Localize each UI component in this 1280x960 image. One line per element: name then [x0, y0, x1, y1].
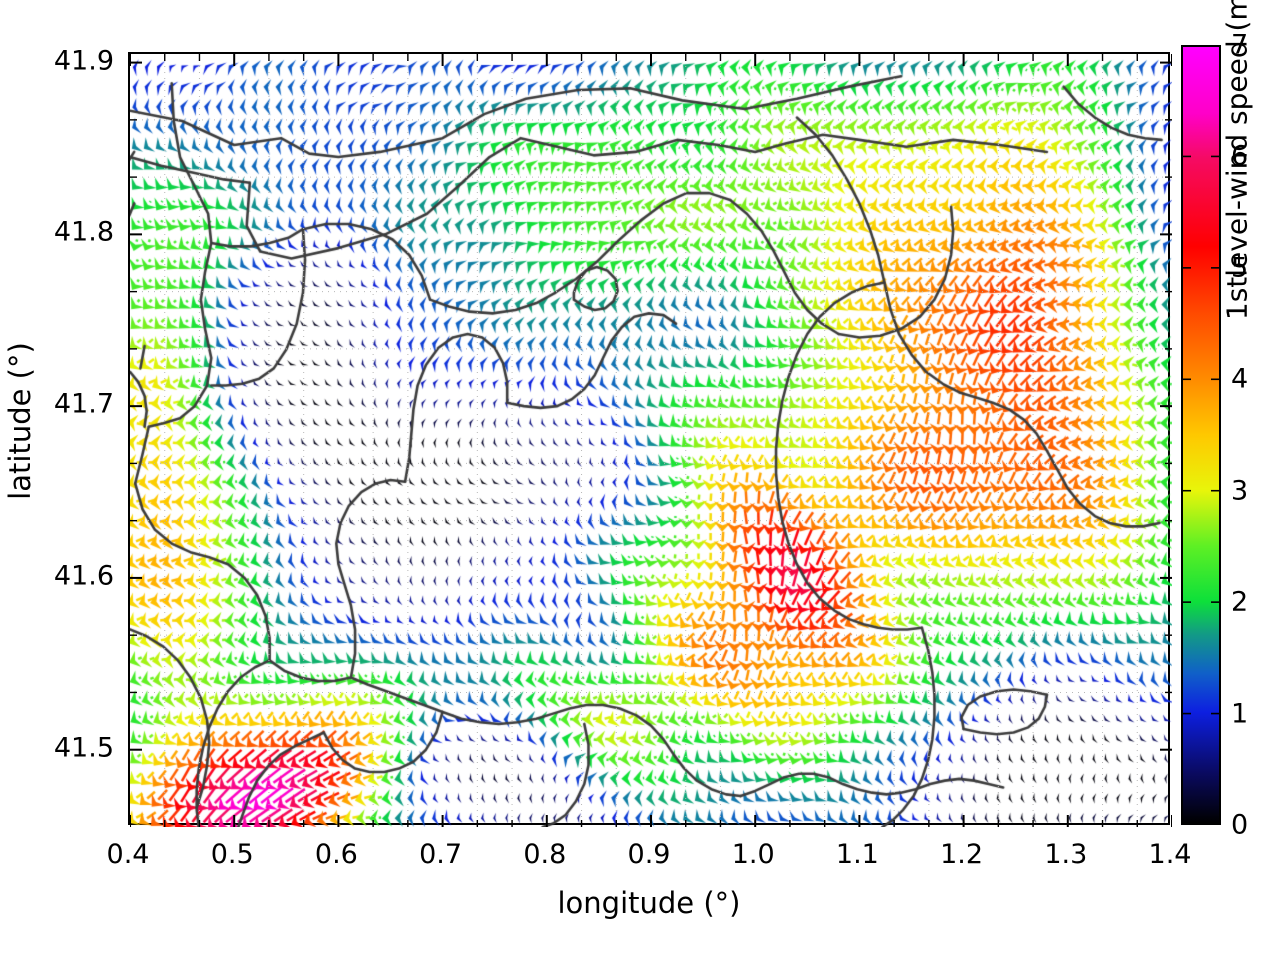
x-tick-label: 1.2 [940, 839, 984, 870]
x-tick-label: 0.6 [314, 839, 358, 870]
colorbar-tick-marks [1181, 45, 1221, 825]
colorbar-tick-label: 6 [1231, 140, 1249, 172]
colorbar-tick-label: 5 [1231, 252, 1249, 284]
colorbar-tick-label: 7 [1231, 29, 1249, 61]
colorbar-tick-label: 2 [1231, 586, 1249, 618]
x-axis-title: longitude (°) [557, 886, 741, 920]
y-tick-label: 41.7 [53, 388, 114, 420]
x-tick-label: 1.3 [1044, 839, 1088, 870]
wind-vector-field [130, 54, 1172, 827]
x-tick-label: 0.5 [210, 839, 254, 870]
y-tick-label: 41.6 [53, 560, 114, 592]
x-tick-label: 0.8 [523, 839, 567, 870]
colorbar-title-main: 1stlevel-wind speed (m s [1220, 0, 1254, 321]
y-tick-label: 41.8 [53, 216, 114, 248]
x-tick-label: 1.1 [835, 839, 879, 870]
y-tick-label: 41.9 [53, 45, 114, 77]
colorbar-tick-label: 1 [1231, 698, 1249, 730]
colorbar-tick-label: 4 [1231, 363, 1249, 395]
x-tick-label: 0.4 [106, 839, 150, 870]
x-tick-label: 1.4 [1148, 839, 1192, 870]
colorbar-title: 1stlevel-wind speed (m s-1) [1219, 0, 1253, 410]
x-tick-label: 0.7 [419, 839, 463, 870]
y-tick-label: 41.5 [53, 732, 114, 764]
plot-area [128, 52, 1172, 827]
colorbar-gradient [1181, 45, 1221, 825]
x-tick-label: 1.0 [731, 839, 775, 870]
x-tick-label: 0.9 [627, 839, 671, 870]
colorbar-tick-label: 3 [1231, 475, 1249, 507]
y-axis-title: latitude (°) [3, 342, 37, 500]
colorbar-tick-label: 0 [1231, 809, 1249, 841]
